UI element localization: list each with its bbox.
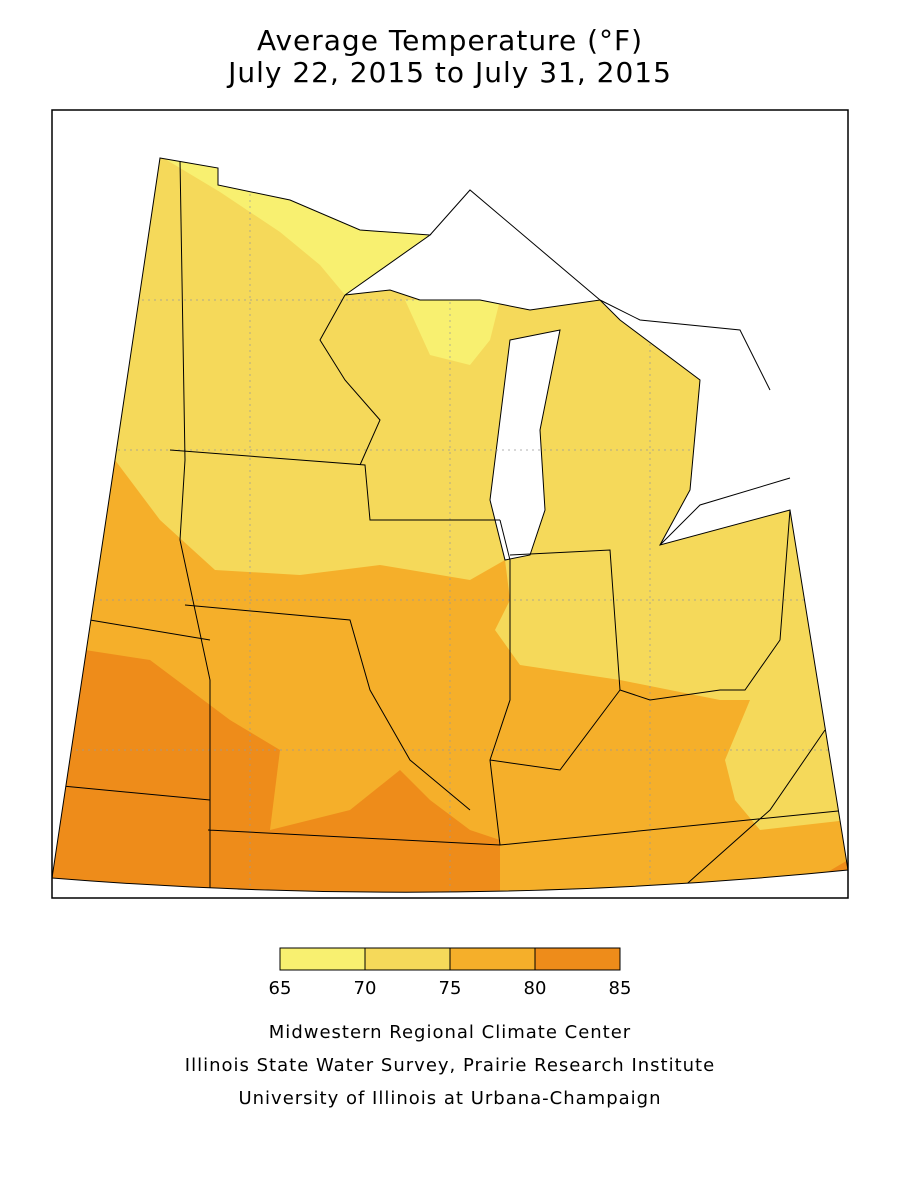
zone-80-85 <box>52 650 848 893</box>
credit: University of Illinois at Urbana-Champai… <box>238 1088 661 1109</box>
legend-swatch <box>534 947 621 971</box>
lake-michigan <box>489 329 561 561</box>
coastline <box>429 189 791 546</box>
credit: Midwestern Regional Climate Center <box>269 1022 631 1043</box>
credit: Illinois State Water Survey, Prairie Res… <box>185 1055 715 1076</box>
region-outline <box>51 157 849 893</box>
legend-swatch <box>449 947 536 971</box>
legend-tick-label: 70 <box>354 978 377 999</box>
state-borders <box>52 159 848 891</box>
legend: 65 70 75 80 85 <box>269 947 632 999</box>
title: Average Temperature (°F) <box>257 24 643 57</box>
legend-tick-label: 65 <box>269 978 292 999</box>
map-frame <box>51 109 849 899</box>
zone-65-70 <box>150 158 500 365</box>
map <box>51 109 849 899</box>
legend-swatch <box>279 947 366 971</box>
legend-tick-label: 85 <box>609 978 632 999</box>
legend-tick-label: 80 <box>524 978 547 999</box>
subtitle: July 22, 2015 to July 31, 2015 <box>226 56 672 89</box>
legend-tick-label: 75 <box>439 978 462 999</box>
legend-swatch <box>364 947 451 971</box>
